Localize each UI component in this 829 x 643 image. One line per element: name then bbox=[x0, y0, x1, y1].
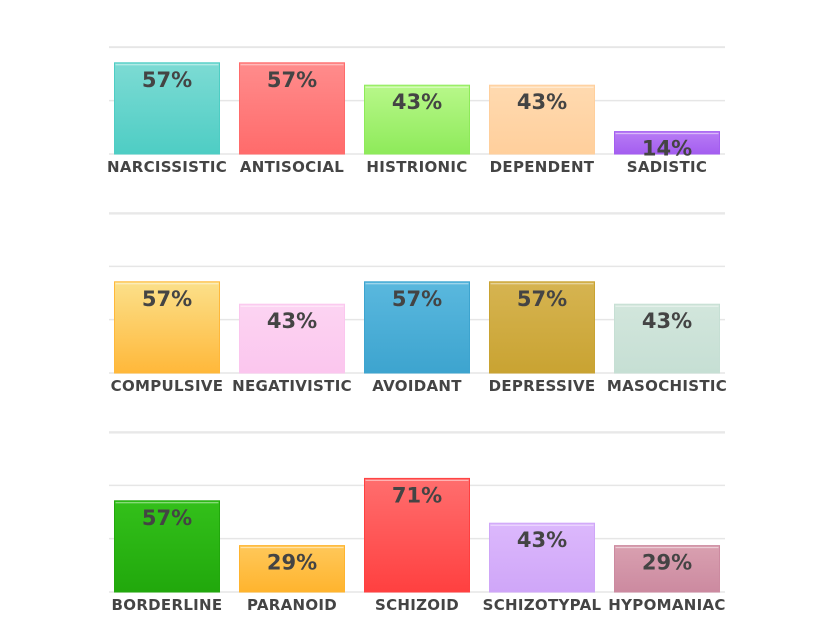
category-label: SADISTIC bbox=[627, 158, 707, 176]
value-label: 57% bbox=[267, 68, 317, 92]
bar-masochistic bbox=[614, 303, 720, 374]
category-label: BORDERLINE bbox=[112, 596, 223, 614]
bar-depressive bbox=[489, 281, 595, 374]
value-label: 29% bbox=[642, 551, 692, 575]
value-label: 57% bbox=[517, 287, 567, 311]
value-label: 57% bbox=[142, 68, 192, 92]
bar-negativistic bbox=[239, 303, 345, 374]
category-label: PARANOID bbox=[247, 596, 337, 614]
bar-paranoid bbox=[239, 545, 345, 593]
bar-narcissistic bbox=[114, 62, 220, 155]
value-label: 43% bbox=[517, 90, 567, 114]
category-label: HYPOMANIAC bbox=[608, 596, 725, 614]
category-label: SCHIZOID bbox=[375, 596, 459, 614]
value-label: 71% bbox=[392, 483, 442, 507]
category-label: DEPENDENT bbox=[490, 158, 595, 176]
category-label: HISTRIONIC bbox=[366, 158, 467, 176]
bar-avoidant bbox=[364, 281, 470, 374]
bar-dependent bbox=[489, 84, 595, 155]
category-label: MASOCHISTIC bbox=[607, 377, 727, 395]
value-label: 43% bbox=[267, 309, 317, 333]
category-label: ANTISOCIAL bbox=[240, 158, 344, 176]
category-label: DEPRESSIVE bbox=[489, 377, 596, 395]
category-label: NARCISSISTIC bbox=[107, 158, 227, 176]
bar-compulsive bbox=[114, 281, 220, 374]
bar-sadistic bbox=[614, 131, 720, 155]
category-label: COMPULSIVE bbox=[111, 377, 224, 395]
bar-antisocial bbox=[239, 62, 345, 155]
value-label: 29% bbox=[267, 551, 317, 575]
bar-hypomaniac bbox=[614, 545, 720, 593]
value-label: 57% bbox=[392, 287, 442, 311]
category-label: SCHIZOTYPAL bbox=[483, 596, 602, 614]
bar-borderline bbox=[114, 500, 220, 593]
value-label: 43% bbox=[517, 528, 567, 552]
bar-histrionic bbox=[364, 84, 470, 155]
value-label: 14% bbox=[642, 137, 692, 161]
bar-schizoid bbox=[364, 477, 470, 593]
value-label: 57% bbox=[142, 506, 192, 530]
category-label: AVOIDANT bbox=[372, 377, 462, 395]
value-label: 43% bbox=[642, 309, 692, 333]
value-label: 57% bbox=[142, 287, 192, 311]
value-label: 43% bbox=[392, 90, 442, 114]
category-label: NEGATIVISTIC bbox=[232, 377, 352, 395]
bar-schizotypal bbox=[489, 522, 595, 593]
